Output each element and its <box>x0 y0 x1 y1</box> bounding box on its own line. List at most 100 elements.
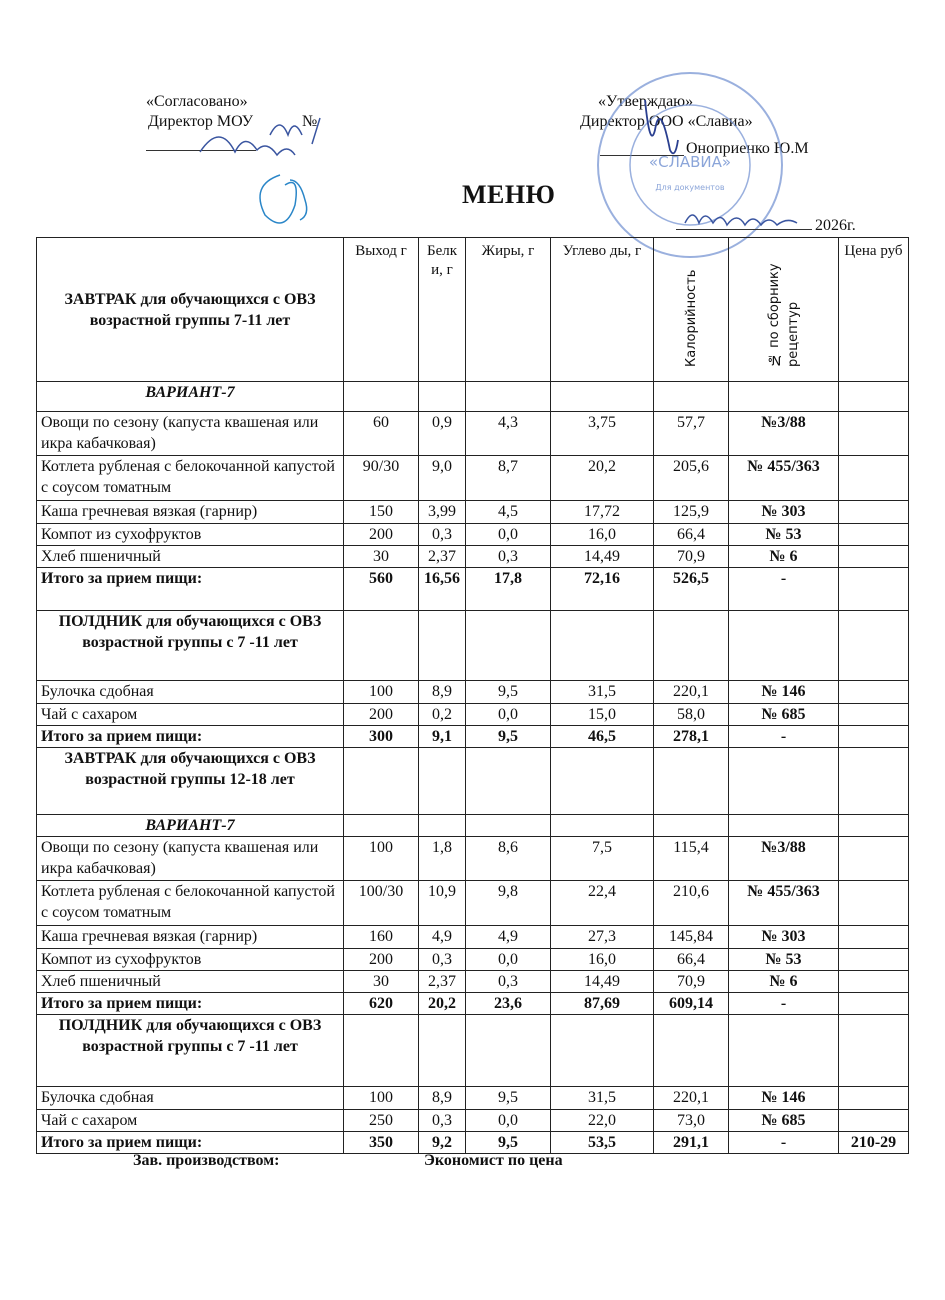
cell-fat <box>465 610 551 681</box>
company-stamp: «СЛАВИА» Для документов <box>597 72 783 258</box>
table-row: Каша гречневая вязкая (гарнир) 150 3,99 4,5… <box>36 500 909 524</box>
cell-carbs: 31,5 <box>550 1086 654 1110</box>
cell-yield <box>343 1014 419 1087</box>
cell-name: ВАРИАНТ-7 <box>36 381 344 412</box>
cell-carbs: 72,16 <box>550 567 654 611</box>
cell-fat <box>465 381 551 412</box>
cell-carbs: 14,49 <box>550 545 654 568</box>
cell-recipe: № 6 <box>728 545 839 568</box>
cell-calories: 58,0 <box>653 703 729 726</box>
cell-yield <box>343 610 419 681</box>
cell-price <box>838 381 909 412</box>
cell-name: Компот из сухофруктов <box>36 523 344 546</box>
cell-name: Овощи по сезону (капуста квашеная или ик… <box>36 836 344 881</box>
cell-calories: 70,9 <box>653 545 729 568</box>
cell-protein: 4,9 <box>418 925 466 949</box>
col-header-calories: Калорийность <box>683 269 699 367</box>
cell-yield: 30 <box>343 970 419 993</box>
cell-recipe: № 6 <box>728 970 839 993</box>
cell-carbs: 22,4 <box>550 880 654 926</box>
cell-name: ПОЛДНИК для обучающихся с ОВЗ возрастной… <box>36 610 344 681</box>
cell-yield: 200 <box>343 703 419 726</box>
cell-fat: 23,6 <box>465 992 551 1015</box>
cell-calories: 70,9 <box>653 970 729 993</box>
cell-recipe: - <box>728 992 839 1015</box>
variant-row: ВАРИАНТ-7 <box>36 814 909 837</box>
cell-recipe: № 146 <box>728 1086 839 1110</box>
cell-name: Каша гречневая вязкая (гарнир) <box>36 500 344 524</box>
cell-calories <box>653 814 729 837</box>
economist-label: Экономист по цена <box>424 1152 563 1169</box>
cell-price <box>838 567 909 611</box>
cell-carbs: 16,0 <box>550 523 654 546</box>
handwritten-date <box>684 214 798 227</box>
cell-carbs: 16,0 <box>550 948 654 971</box>
cell-recipe <box>728 747 839 815</box>
table-row: Булочка сдобная 100 8,9 9,5 31,5 220,1 № 146 <box>36 680 909 704</box>
cell-carbs <box>550 1014 654 1087</box>
cell-fat: 4,3 <box>465 411 551 456</box>
cell-fat: 9,8 <box>465 880 551 926</box>
cell-name: Чай с сахаром <box>36 703 344 726</box>
cell-protein: 2,37 <box>418 970 466 993</box>
col-header-yield: Выход г <box>343 237 419 382</box>
cell-price <box>838 725 909 748</box>
cell-yield: 30 <box>343 545 419 568</box>
table-row: Хлеб пшеничный 30 2,37 0,3 14,49 70,9 № 6 <box>36 545 909 568</box>
cell-protein <box>418 747 466 815</box>
cell-protein: 0,2 <box>418 703 466 726</box>
table-row: Чай с сахаром 250 0,3 0,0 22,0 73,0 № 685 <box>36 1109 909 1132</box>
cell-fat: 8,7 <box>465 455 551 501</box>
table-row: Овощи по сезону (капуста квашеная или ик… <box>36 836 909 881</box>
cell-yield: 350 <box>343 1131 419 1154</box>
cell-price <box>838 948 909 971</box>
cell-price <box>838 836 909 881</box>
cell-calories <box>653 1014 729 1087</box>
year-label: 2026г. <box>815 217 856 234</box>
cell-name: Итого за прием пищи: <box>36 1131 344 1154</box>
cell-yield: 300 <box>343 725 419 748</box>
cell-yield: 200 <box>343 948 419 971</box>
cell-protein: 9,0 <box>418 455 466 501</box>
section-row: ПОЛДНИК для обучающихся с ОВЗ возрастной… <box>36 610 909 681</box>
cell-name: ВАРИАНТ-7 <box>36 814 344 837</box>
cell-carbs: 46,5 <box>550 725 654 748</box>
cell-protein: 8,9 <box>418 680 466 704</box>
cell-fat: 0,0 <box>465 523 551 546</box>
cell-price <box>838 1109 909 1132</box>
cell-carbs: 20,2 <box>550 455 654 501</box>
cell-recipe: № 455/363 <box>728 880 839 926</box>
cell-yield: 60 <box>343 411 419 456</box>
cell-price <box>838 880 909 926</box>
cell-name: Итого за прием пищи: <box>36 992 344 1015</box>
cell-name: Компот из сухофруктов <box>36 948 344 971</box>
cell-calories: 145,84 <box>653 925 729 949</box>
cell-calories: 210,6 <box>653 880 729 926</box>
cell-protein <box>418 814 466 837</box>
cell-fat: 9,5 <box>465 1131 551 1154</box>
cell-calories <box>653 747 729 815</box>
cell-protein: 0,9 <box>418 411 466 456</box>
cell-calories <box>653 610 729 681</box>
cell-fat: 9,5 <box>465 1086 551 1110</box>
cell-calories: 220,1 <box>653 1086 729 1110</box>
total-row: Итого за прием пищи: 560 16,56 17,8 72,16 526… <box>36 567 909 611</box>
cell-calories: 205,6 <box>653 455 729 501</box>
cell-protein: 0,3 <box>418 1109 466 1132</box>
table-row: Чай с сахаром 200 0,2 0,0 15,0 58,0 № 685 <box>36 703 909 726</box>
page-title: МЕНЮ <box>462 180 556 209</box>
cell-recipe: № 53 <box>728 948 839 971</box>
cell-fat: 4,5 <box>465 500 551 524</box>
cell-name: Хлеб пшеничный <box>36 545 344 568</box>
cell-calories: 115,4 <box>653 836 729 881</box>
cell-calories: 73,0 <box>653 1109 729 1132</box>
cell-yield <box>343 747 419 815</box>
school-director-position: Директор МОУ <box>148 113 254 130</box>
cell-name: Котлета рубленая с белокочанной капустой… <box>36 880 344 926</box>
cell-recipe: № 685 <box>728 703 839 726</box>
director-signature-line <box>600 155 684 156</box>
total-row: Итого за прием пищи: 350 9,2 9,5 53,5 291,1-2… <box>36 1131 909 1154</box>
cell-yield <box>343 381 419 412</box>
cell-protein: 0,3 <box>418 948 466 971</box>
cell-protein <box>418 381 466 412</box>
